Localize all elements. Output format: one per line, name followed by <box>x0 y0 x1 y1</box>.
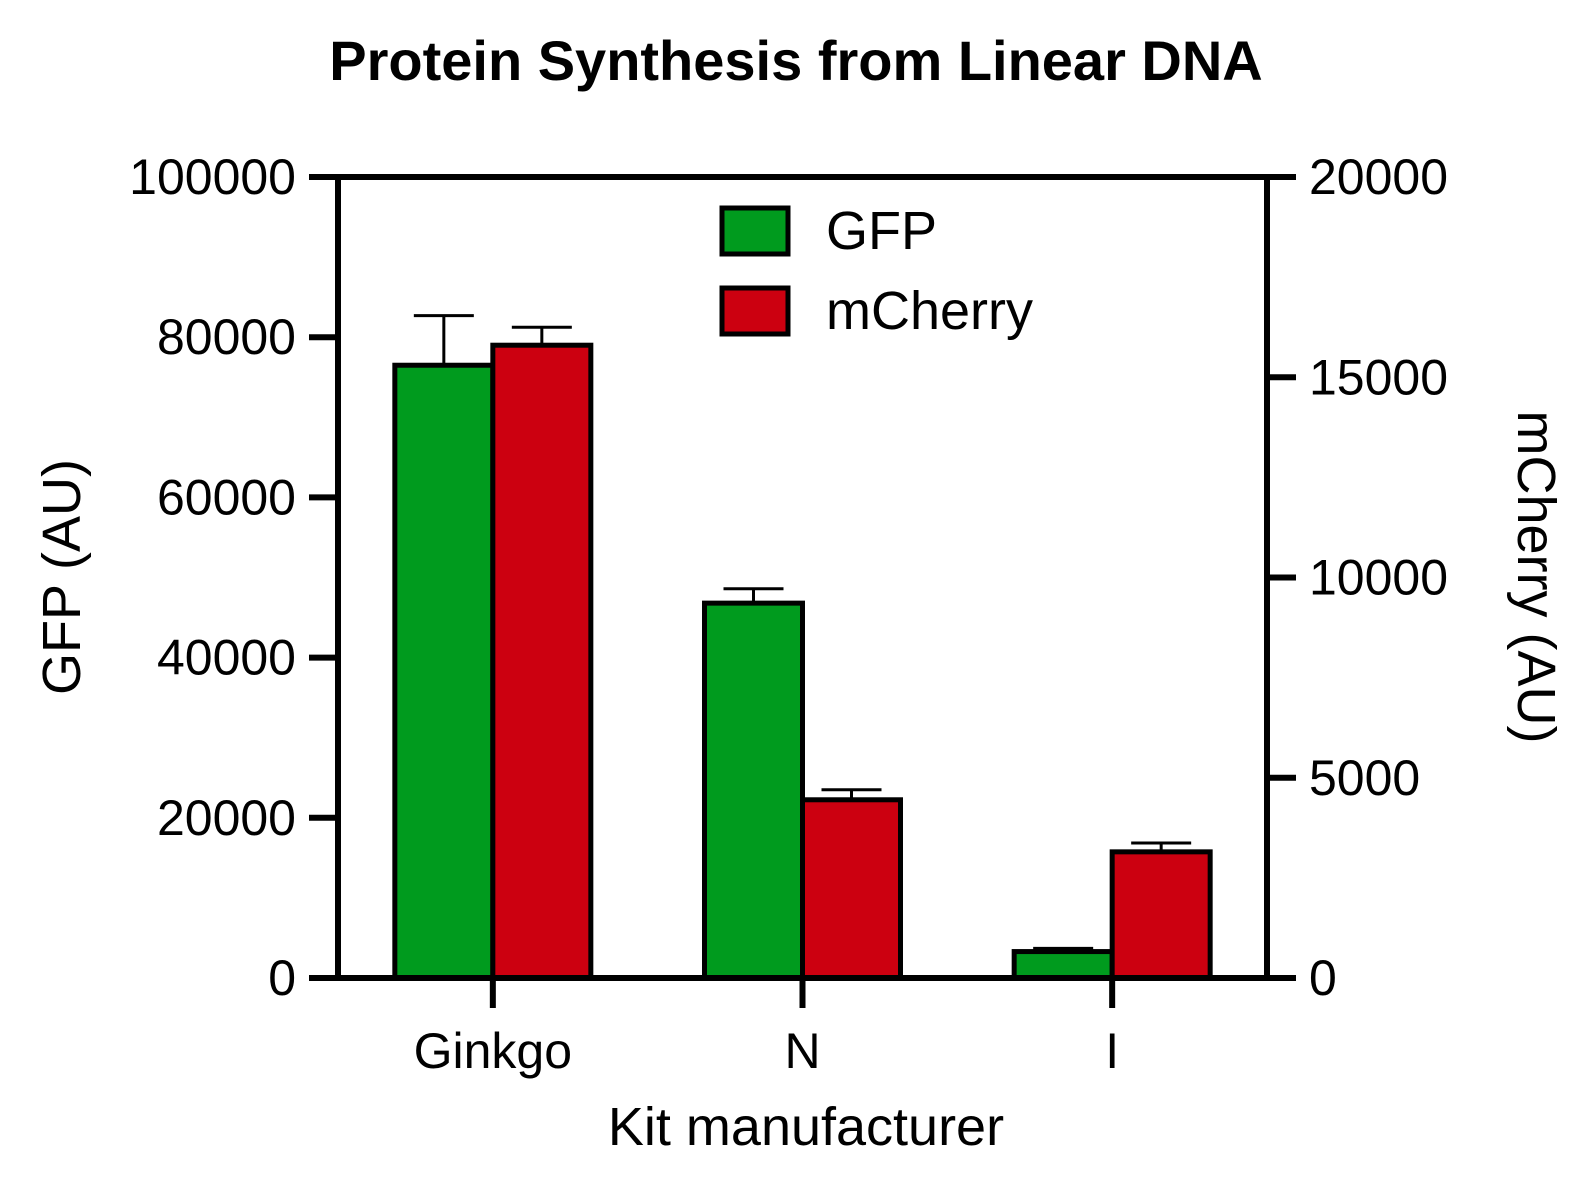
bar-gfp-i <box>1011 949 1115 981</box>
legend: GFP mCherry <box>719 201 1033 341</box>
chart-title: Protein Synthesis from Linear DNA <box>329 29 1263 92</box>
bars-layer <box>392 314 1213 981</box>
y2-axis-label: mCherry (AU) <box>1506 411 1566 744</box>
y2-tick-label: 0 <box>1309 950 1337 1006</box>
legend-label-mcherry: mCherry <box>826 281 1033 341</box>
bar-mcherry-n <box>800 797 903 981</box>
y-tick-label: 60000 <box>157 469 296 525</box>
x-tick-label-i: I <box>1105 1023 1119 1079</box>
y-axis-label: GFP (AU) <box>32 459 92 695</box>
y-tick-label: 20000 <box>157 790 296 846</box>
x-tick-label-n: N <box>784 1023 820 1079</box>
x-axis-label: Kit manufacturer <box>608 1097 1004 1157</box>
legend-swatch-gfp <box>719 205 791 257</box>
y-tick-label: 40000 <box>157 630 296 686</box>
bar-mcherry-i <box>1109 849 1213 981</box>
bar-mcherry-ginkgo <box>490 342 594 981</box>
x-tick-label-ginkgo: Ginkgo <box>414 1023 572 1079</box>
y2-tick-label: 15000 <box>1309 349 1448 405</box>
y2-tick-label: 10000 <box>1309 550 1448 606</box>
y-tick-label: 80000 <box>157 309 296 365</box>
bar-gfp-n <box>702 600 805 981</box>
legend-swatch-mcherry <box>719 285 791 337</box>
legend-label-gfp: GFP <box>826 201 937 261</box>
bar-gfp-ginkgo <box>392 362 496 981</box>
y2-tick-label: 20000 <box>1309 149 1448 205</box>
y-tick-label: 100000 <box>129 149 296 205</box>
y2-tick-label: 5000 <box>1309 750 1420 806</box>
ticks-layer: 0 20000 40000 60000 80000 100000 0 5000 10000 150… <box>129 149 1448 1079</box>
y-tick-label: 0 <box>268 950 296 1006</box>
